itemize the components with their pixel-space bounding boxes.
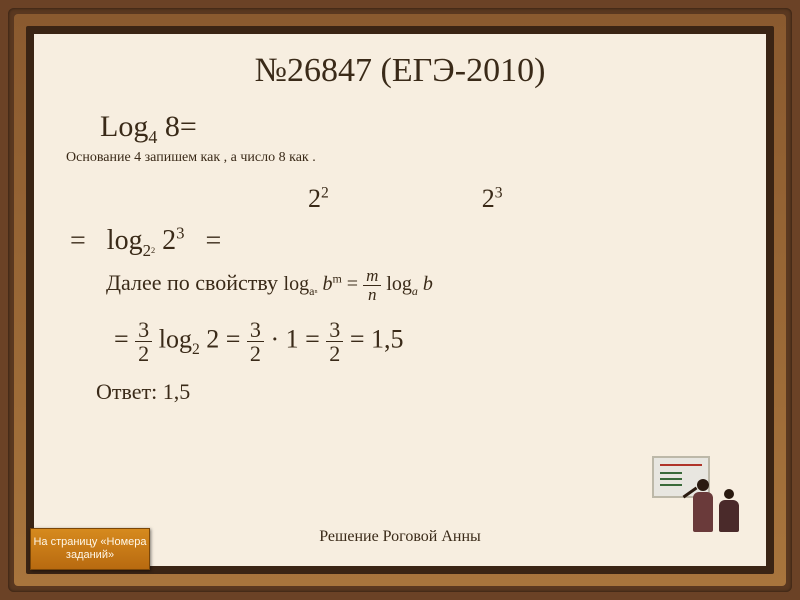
slide-title: №26847 (ЕГЭ-2010) — [58, 52, 742, 90]
property-text: Далее по свойству — [106, 270, 278, 295]
two-squared: 22 — [308, 184, 329, 213]
answer-line: Ответ: 1,5 — [96, 379, 742, 405]
property-line: Далее по свойству logan bm = mn loga b — [106, 267, 742, 304]
property-formula: logan bm = mn loga b — [284, 273, 433, 295]
slide-area: №26847 (ЕГЭ-2010) Log4 8= Основание 4 за… — [34, 34, 766, 566]
nav-tasks-button[interactable]: На страницу «Номера заданий» — [30, 528, 150, 570]
powers-line: 22 23 — [308, 184, 742, 214]
final-computation: = 32 log2 2 = 32 · 1 = 32 = 1,5 — [114, 318, 742, 365]
person-child-icon — [718, 489, 740, 532]
person-adult-icon — [692, 479, 714, 532]
nav-button-label: На страницу «Номера заданий» — [31, 536, 149, 562]
log-step-line: = log22 23 = — [70, 224, 742, 261]
teacher-illustration — [648, 452, 756, 532]
base-rewrite-note: Основание 4 запишем как , а число 8 как … — [66, 150, 742, 166]
credit-line: Решение Роговой Анны — [319, 528, 481, 546]
two-cubed: 23 — [482, 184, 503, 213]
equation-line-1: Log4 8= — [100, 110, 742, 148]
